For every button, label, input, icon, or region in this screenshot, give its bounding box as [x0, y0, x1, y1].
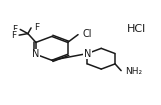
Text: F: F	[11, 31, 16, 40]
Text: Cl: Cl	[82, 29, 92, 39]
Text: F: F	[34, 23, 39, 32]
Text: N: N	[84, 49, 91, 58]
Text: F: F	[12, 25, 17, 34]
Text: N: N	[32, 49, 40, 59]
Text: HCl: HCl	[127, 24, 146, 34]
Text: NH₂: NH₂	[125, 67, 142, 76]
